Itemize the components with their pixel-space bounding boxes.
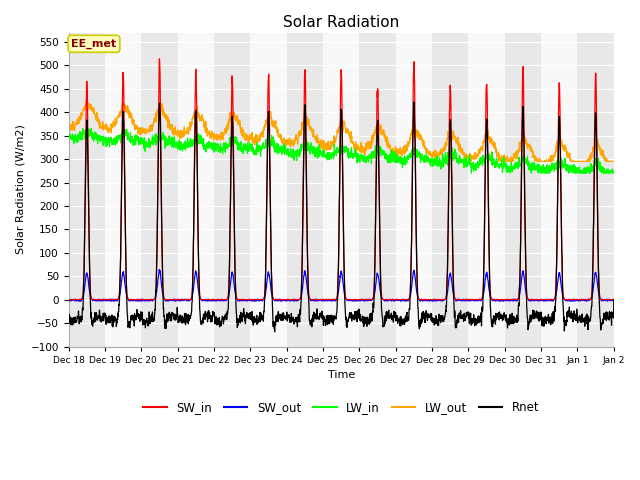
Bar	[141, 33, 178, 347]
Y-axis label: Solar Radiation (W/m2): Solar Radiation (W/m2)	[15, 125, 25, 254]
Bar	[432, 33, 468, 347]
Text: EE_met: EE_met	[72, 39, 116, 49]
Bar	[396, 33, 432, 347]
Legend: SW_in, SW_out, LW_in, LW_out, Rnet: SW_in, SW_out, LW_in, LW_out, Rnet	[138, 396, 544, 419]
Bar	[541, 33, 577, 347]
Bar	[287, 33, 323, 347]
Bar	[505, 33, 541, 347]
Bar	[105, 33, 141, 347]
X-axis label: Time: Time	[328, 370, 355, 380]
Bar	[214, 33, 250, 347]
Bar	[68, 33, 105, 347]
Bar	[468, 33, 505, 347]
Title: Solar Radiation: Solar Radiation	[283, 15, 399, 30]
Bar	[577, 33, 614, 347]
Bar	[360, 33, 396, 347]
Bar	[178, 33, 214, 347]
Bar	[250, 33, 287, 347]
Bar	[323, 33, 360, 347]
